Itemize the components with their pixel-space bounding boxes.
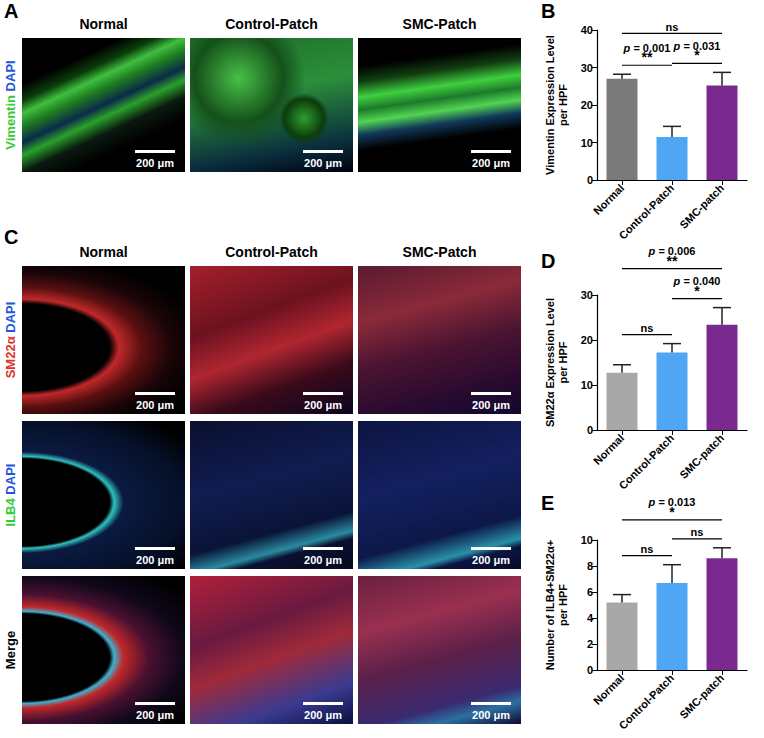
- html-text:A: A: [4, 0, 19, 22]
- svg-text:SMC-patch: SMC-patch: [677, 432, 726, 481]
- svg-text:ns: ns: [641, 543, 654, 555]
- html-text:200 μm: 200 μm: [304, 157, 342, 169]
- html-text:200 μm: 200 μm: [472, 554, 510, 566]
- svg-text:8: 8: [587, 560, 593, 572]
- html-text:E: E: [541, 492, 555, 514]
- html-text:Normal: Normal: [79, 16, 128, 32]
- svg-text:per HPF: per HPF: [557, 84, 569, 126]
- html-text:200 μm: 200 μm: [136, 554, 174, 566]
- svg-text:2: 2: [587, 638, 593, 650]
- svg-text:0: 0: [587, 664, 593, 676]
- svg-text:Number of ILB4+SM22α+: Number of ILB4+SM22α+: [544, 540, 556, 670]
- html-text:DAPI: DAPI: [3, 463, 18, 495]
- html-text:DAPI: DAPI: [3, 301, 18, 333]
- svg-text:= 0.013: = 0.013: [655, 496, 695, 508]
- svg-text:p: p: [673, 275, 681, 288]
- svg-text:20: 20: [581, 99, 593, 111]
- html-text:D: D: [541, 250, 556, 272]
- svg-text:0: 0: [587, 424, 593, 436]
- svg-text:Control-Patch: Control-Patch: [616, 432, 676, 492]
- svg-text:= 0.040: = 0.040: [680, 275, 720, 287]
- html-text:200 μm: 200 μm: [472, 157, 510, 169]
- html-text:DAPI: DAPI: [3, 60, 18, 92]
- svg-text:Normal: Normal: [591, 182, 626, 217]
- svg-text:per HPF: per HPF: [557, 584, 569, 626]
- html-text:200 μm: 200 μm: [304, 399, 342, 411]
- svg-text:40: 40: [581, 24, 593, 36]
- svg-text:6: 6: [587, 586, 593, 598]
- svg-text:Control-Patch: Control-Patch: [616, 182, 676, 242]
- svg-text:10: 10: [581, 137, 593, 149]
- html-text:Control-Patch: Control-Patch: [225, 16, 318, 32]
- svg-text:4: 4: [587, 612, 594, 624]
- svg-text:Control-Patch: Control-Patch: [616, 672, 676, 732]
- svg-text:20: 20: [581, 334, 593, 346]
- html-text:ILB4: ILB4: [3, 498, 18, 527]
- svg-text:ns: ns: [691, 526, 704, 538]
- svg-text:per HPF: per HPF: [557, 341, 569, 383]
- html-text:200 μm: 200 μm: [304, 709, 342, 721]
- svg-text:10: 10: [581, 534, 593, 546]
- svg-text:p: p: [673, 39, 681, 52]
- svg-text:p: p: [623, 41, 631, 54]
- html-text:200 μm: 200 μm: [136, 709, 174, 721]
- html-text:Merge: Merge: [3, 630, 18, 670]
- svg-text:= 0.006: = 0.006: [655, 245, 695, 257]
- html-text:B: B: [541, 0, 556, 22]
- html-text:Vimentin: Vimentin: [3, 95, 18, 150]
- svg-text:SMC-patch: SMC-patch: [677, 182, 726, 231]
- svg-text:SMC-patch: SMC-patch: [677, 672, 726, 721]
- html-text:SMC-Patch: SMC-Patch: [402, 244, 477, 260]
- html-text:200 μm: 200 μm: [136, 157, 174, 169]
- svg-text:30: 30: [581, 62, 593, 74]
- svg-text:ns: ns: [641, 322, 654, 334]
- html-text:200 μm: 200 μm: [304, 554, 342, 566]
- html-text:200 μm: 200 μm: [472, 709, 510, 721]
- svg-text:0: 0: [587, 174, 593, 186]
- html-text:200 μm: 200 μm: [472, 399, 510, 411]
- html-text:Control-Patch: Control-Patch: [225, 244, 318, 260]
- svg-text:p: p: [648, 245, 656, 258]
- svg-text:SM22α Expression Level: SM22α Expression Level: [544, 298, 556, 427]
- svg-text:p: p: [648, 496, 656, 509]
- html-text:C: C: [4, 226, 19, 248]
- html-text:200 μm: 200 μm: [136, 399, 174, 411]
- svg-text:Vimentin Expression Level: Vimentin Expression Level: [544, 35, 556, 175]
- svg-text:Normal: Normal: [591, 432, 626, 467]
- html-text:Normal: Normal: [79, 244, 128, 260]
- html-text:SM22α: SM22α: [3, 336, 18, 379]
- svg-text:= 0.031: = 0.031: [680, 40, 720, 52]
- svg-text:= 0.001: = 0.001: [630, 42, 670, 54]
- svg-text:ns: ns: [666, 21, 679, 33]
- svg-text:10: 10: [581, 379, 593, 391]
- svg-text:30: 30: [581, 289, 593, 301]
- html-text:SMC-Patch: SMC-Patch: [402, 16, 477, 32]
- svg-text:Normal: Normal: [591, 672, 626, 707]
